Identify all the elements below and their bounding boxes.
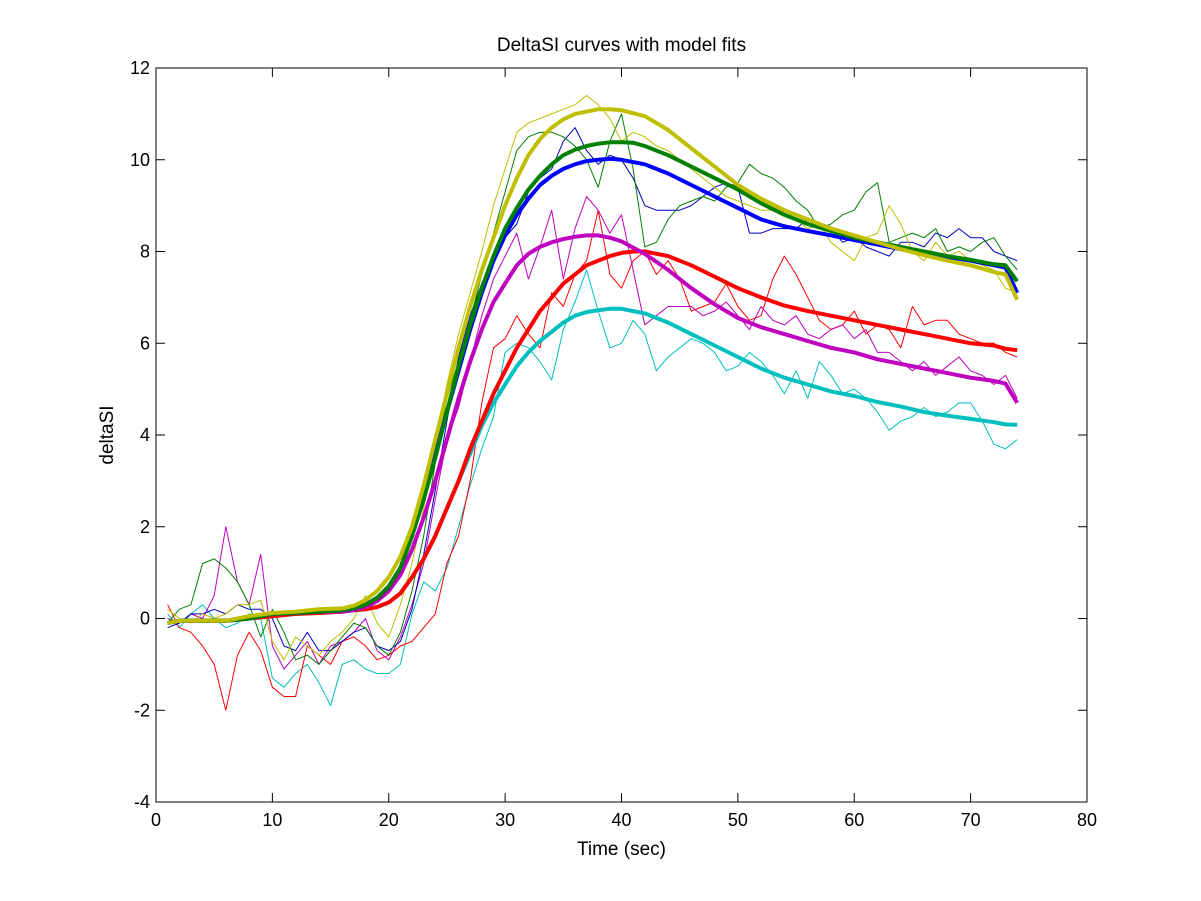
y-tick-label-2: 0 — [140, 609, 150, 629]
x-tick-label-2: 20 — [379, 810, 399, 830]
x-tick-label-0: 0 — [151, 810, 161, 830]
x-tick-label-6: 60 — [844, 810, 864, 830]
chart-title: DeltaSI curves with model fits — [497, 35, 746, 56]
y-tick-label-5: 6 — [140, 333, 150, 353]
y-tick-label-6: 8 — [140, 242, 150, 262]
plot-area — [155, 67, 1088, 803]
data-line-0 — [167, 269, 1018, 707]
y-tick-label-1: -2 — [134, 700, 150, 720]
x-tick-label-5: 50 — [728, 810, 748, 830]
x-axis-label: Time (sec) — [577, 839, 666, 860]
data-line-2 — [167, 196, 1018, 670]
x-tick-label-3: 30 — [495, 810, 515, 830]
tick-layer — [155, 67, 1088, 803]
series-layer — [167, 95, 1020, 711]
data-line-4 — [167, 113, 1018, 665]
x-tick-label-4: 40 — [611, 810, 631, 830]
x-tick-label-8: 80 — [1077, 810, 1097, 830]
x-tick-label-1: 10 — [262, 810, 282, 830]
plot-background — [156, 68, 1087, 802]
x-tick-label-7: 70 — [961, 810, 981, 830]
y-tick-label-7: 10 — [130, 150, 150, 170]
y-tick-label-4: 4 — [140, 425, 150, 445]
fit-curve-10 — [167, 140, 1019, 626]
y-axis-label: deltaSI — [97, 405, 118, 464]
y-tick-label-0: -4 — [134, 792, 150, 812]
data-line-5 — [167, 95, 1018, 661]
y-tick-label-3: 2 — [140, 517, 150, 537]
y-tick-label-8: 12 — [130, 58, 150, 78]
fit-curve-11 — [167, 107, 1020, 626]
data-line-3 — [167, 127, 1018, 652]
